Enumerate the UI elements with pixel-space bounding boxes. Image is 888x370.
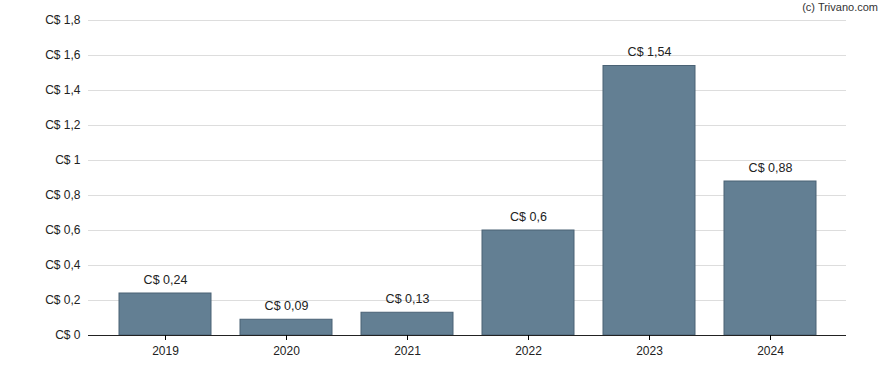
svg-text:C$ 0,2: C$ 0,2 — [45, 293, 81, 307]
svg-text:C$ 0,24: C$ 0,24 — [144, 273, 188, 287]
svg-text:C$ 1,4: C$ 1,4 — [45, 83, 81, 97]
svg-text:2019: 2019 — [152, 344, 179, 358]
svg-text:2022: 2022 — [515, 344, 542, 358]
svg-text:2023: 2023 — [636, 344, 663, 358]
html-text:(c) Trivano.com: (c) Trivano.com — [802, 1, 878, 13]
svg-text:C$ 0,4: C$ 0,4 — [45, 258, 81, 272]
svg-text:C$ 0: C$ 0 — [55, 328, 81, 342]
svg-text:C$ 0,13: C$ 0,13 — [386, 292, 430, 306]
svg-text:C$ 1,54: C$ 1,54 — [628, 45, 672, 59]
svg-text:C$ 1,8: C$ 1,8 — [45, 13, 81, 27]
svg-text:C$ 0,8: C$ 0,8 — [45, 188, 81, 202]
svg-text:2024: 2024 — [757, 344, 784, 358]
svg-text:C$ 0,88: C$ 0,88 — [749, 161, 793, 175]
svg-text:2020: 2020 — [273, 344, 300, 358]
svg-text:2021: 2021 — [394, 344, 421, 358]
svg-text:C$ 1,6: C$ 1,6 — [45, 48, 81, 62]
svg-text:C$ 0,6: C$ 0,6 — [45, 223, 81, 237]
svg-text:C$ 1,2: C$ 1,2 — [45, 118, 81, 132]
svg-text:C$ 0,09: C$ 0,09 — [265, 299, 309, 313]
svg-text:C$ 0,6: C$ 0,6 — [510, 210, 547, 224]
svg-text:C$ 1: C$ 1 — [55, 153, 81, 167]
